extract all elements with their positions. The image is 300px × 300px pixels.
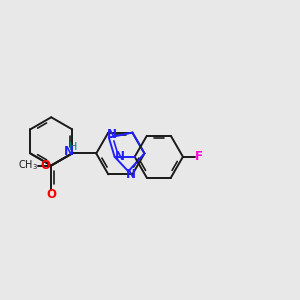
Text: F: F — [195, 150, 203, 163]
Text: N: N — [64, 145, 74, 158]
Text: N: N — [115, 150, 125, 163]
Text: H: H — [68, 142, 77, 152]
Text: N: N — [126, 168, 136, 181]
Text: CH$_3$: CH$_3$ — [18, 159, 38, 172]
Text: N: N — [107, 128, 117, 141]
Text: O: O — [41, 159, 51, 172]
Text: O: O — [46, 188, 56, 201]
